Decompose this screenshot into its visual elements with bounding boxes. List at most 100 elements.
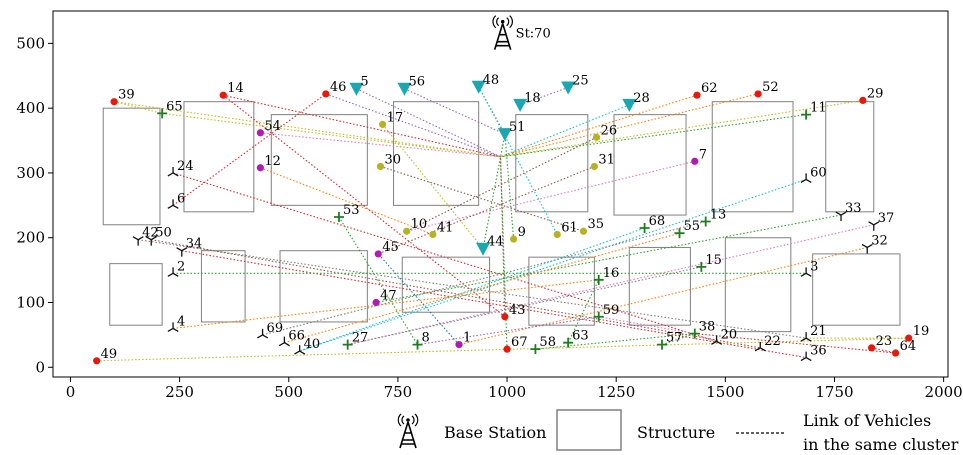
structure-rect	[109, 263, 163, 326]
x-tick-label: 0	[66, 383, 76, 401]
vehicle-marker-tri	[167, 166, 179, 177]
cluster-link	[378, 165, 595, 255]
cluster-link	[499, 156, 506, 317]
cluster-link	[404, 88, 506, 135]
vehicle-marker-triangle	[397, 82, 412, 96]
structure-rect	[825, 101, 875, 213]
vehicles-layer	[93, 80, 913, 365]
cluster-link	[500, 93, 759, 158]
vehicle-label: 46	[330, 80, 347, 95]
structure-rect	[200, 250, 246, 323]
vehicle-label: 68	[649, 214, 666, 229]
x-tick-label: 1250	[597, 383, 635, 401]
cluster-link	[661, 333, 695, 346]
vehicle-marker-tri	[800, 332, 812, 342]
antenna-icon	[397, 413, 419, 449]
cluster-link	[567, 279, 600, 343]
cluster-link	[338, 216, 419, 345]
vehicle-label: 23	[876, 334, 893, 349]
vehicle-marker-dot	[374, 250, 382, 258]
vehicle-marker-triangle	[513, 98, 528, 112]
base-station: St:70	[492, 15, 551, 50]
legend-base-station-label: Base Station	[444, 423, 546, 442]
cluster-link	[499, 156, 508, 350]
cluster-link	[151, 239, 761, 349]
vehicle-marker-dot	[754, 90, 762, 98]
cluster-link	[519, 86, 569, 106]
vehicle-label: 40	[304, 337, 321, 352]
cluster-link	[347, 266, 702, 346]
vehicle-marker-dot	[256, 129, 264, 137]
vehicle-marker-plus	[530, 344, 541, 355]
x-tick-label: 1500	[706, 383, 744, 401]
x-tick-label: 2000	[925, 383, 963, 401]
cluster-link	[504, 134, 515, 240]
structure-rect	[183, 101, 255, 213]
legend-antenna-shape	[397, 413, 419, 449]
cluster-link	[535, 333, 695, 350]
vehicle-marker-tri	[167, 322, 179, 332]
vehicle-label: 20	[721, 327, 738, 342]
tower-wave-inner	[496, 17, 510, 27]
vehicle-label: 65	[166, 99, 183, 114]
vehicle-label: 34	[186, 237, 203, 252]
vehicle-marker-dot	[93, 357, 101, 365]
vehicle-label: 54	[264, 119, 281, 134]
vehicle-marker-dot	[372, 298, 380, 307]
vehicle-marker-plus	[333, 211, 344, 222]
y-tick-label: 100	[16, 294, 45, 312]
cluster-link	[222, 94, 506, 318]
y-tick-label: 0	[35, 358, 45, 376]
vehicle-marker-tri	[711, 335, 723, 345]
vehicle-label: 11	[810, 101, 827, 116]
vehicle-marker-tri	[257, 328, 269, 339]
vehicle-label: 47	[380, 289, 397, 304]
vehicle-label: 12	[264, 154, 281, 169]
vehicle-label: 29	[867, 86, 884, 101]
cluster-link	[500, 94, 698, 158]
vehicle-marker-triangle	[561, 81, 576, 95]
vehicle-label: 3	[810, 259, 818, 274]
vehicle-marker-dot	[256, 164, 264, 172]
vehicle-label: 33	[845, 201, 862, 216]
vehicle-marker-plus	[412, 339, 423, 350]
y-tick-label: 400	[16, 99, 45, 117]
vehicle-marker-tri	[132, 236, 144, 246]
y-tick-label: 200	[16, 229, 45, 247]
vehicle-label: 2	[177, 259, 185, 274]
vehicle-label: 42	[142, 226, 159, 241]
vehicle-marker-tri	[167, 267, 179, 277]
vehicle-marker-plus	[801, 109, 812, 120]
vehicle-label: 41	[437, 220, 454, 235]
vehicle-marker-dot	[379, 120, 387, 128]
structure-rect	[812, 253, 901, 326]
vehicle-label: 64	[900, 339, 917, 354]
vehicle-marker-plus	[157, 108, 168, 119]
legend-structure-label: Structure	[637, 423, 715, 442]
links-layer	[96, 86, 909, 362]
vehicle-label: 22	[764, 334, 781, 349]
vehicle-marker-triangle	[476, 242, 491, 256]
vehicle-marker-triangle	[497, 128, 512, 142]
vehicle-label: 10	[411, 217, 428, 232]
vehicle-marker-tri	[800, 173, 812, 183]
vehicle-marker-dot	[219, 91, 227, 99]
vehicle-label: 63	[572, 329, 589, 344]
vehicle-label: 58	[539, 335, 556, 350]
structure-rect	[528, 256, 595, 326]
vehicle-marker-tri	[754, 341, 766, 352]
cluster-link	[500, 99, 863, 158]
tower-frame	[493, 23, 512, 50]
cluster-link	[377, 253, 460, 345]
cluster-link	[500, 114, 807, 158]
vehicle-marker-dot	[590, 162, 598, 171]
vehicle-marker-dot	[553, 230, 561, 239]
cluster-link	[113, 101, 163, 114]
vehicle-label: 28	[633, 91, 650, 106]
vehicle-marker-plus	[563, 337, 574, 348]
cluster-link	[347, 224, 874, 346]
vehicle-label: 48	[483, 73, 500, 88]
vehicle-marker-tri	[868, 221, 880, 231]
